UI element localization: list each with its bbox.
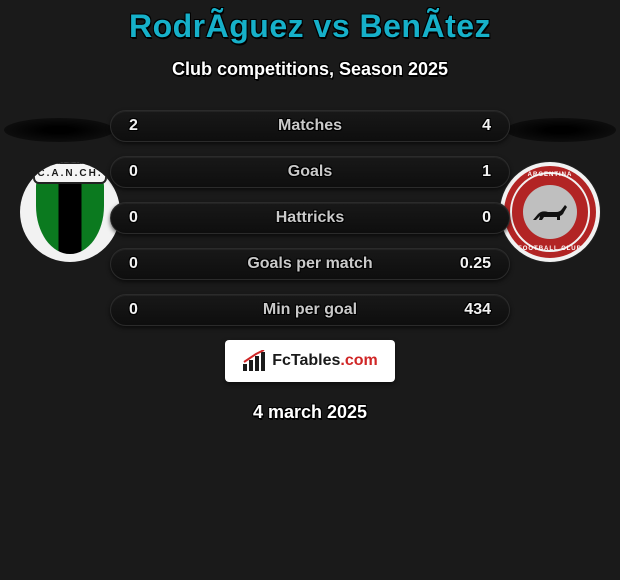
brand-suffix: .com <box>340 352 377 369</box>
stat-row-hattricks: 0 Hattricks 0 <box>110 202 510 234</box>
stat-label: Hattricks <box>111 209 509 227</box>
subtitle: Club competitions, Season 2025 <box>0 59 620 80</box>
stat-row-min-per-goal: 0 Min per goal 434 <box>110 294 510 326</box>
shield-icon: C.A.N.CH. <box>36 176 104 254</box>
club-crest-left: C.A.N.CH. <box>20 162 120 262</box>
shadow-left <box>4 118 114 142</box>
crest-left-initials: C.A.N.CH. <box>37 168 102 179</box>
stat-label: Goals per match <box>111 255 509 273</box>
club-crest-right: ARGENTINA FOOTBALL CLUB <box>500 162 600 262</box>
stat-row-matches: 2 Matches 4 <box>110 110 510 142</box>
date-text: 4 march 2025 <box>110 402 510 423</box>
page-title: RodrÃ­guez vs BenÃ­tez <box>0 0 620 45</box>
brand-prefix: FcTables <box>272 352 340 369</box>
watermark-brand: FcTables.com <box>272 352 378 370</box>
stat-row-goals-per-match: 0 Goals per match 0.25 <box>110 248 510 280</box>
watermark[interactable]: FcTables.com <box>225 340 395 382</box>
stat-row-goals: 0 Goals 1 <box>110 156 510 188</box>
stat-label: Matches <box>111 117 509 135</box>
crest-right-arc-top: ARGENTINA <box>504 172 596 178</box>
crest-ring <box>510 172 590 252</box>
shield-banner: C.A.N.CH. <box>33 162 107 184</box>
stat-label: Goals <box>111 163 509 181</box>
crest-right-arc-bottom: FOOTBALL CLUB <box>504 246 596 252</box>
stat-label: Min per goal <box>111 301 509 319</box>
bar-chart-icon <box>242 350 268 372</box>
stat-rows: 2 Matches 4 0 Goals 1 0 Hattricks 0 0 Go… <box>110 110 510 423</box>
shadow-right <box>506 118 616 142</box>
